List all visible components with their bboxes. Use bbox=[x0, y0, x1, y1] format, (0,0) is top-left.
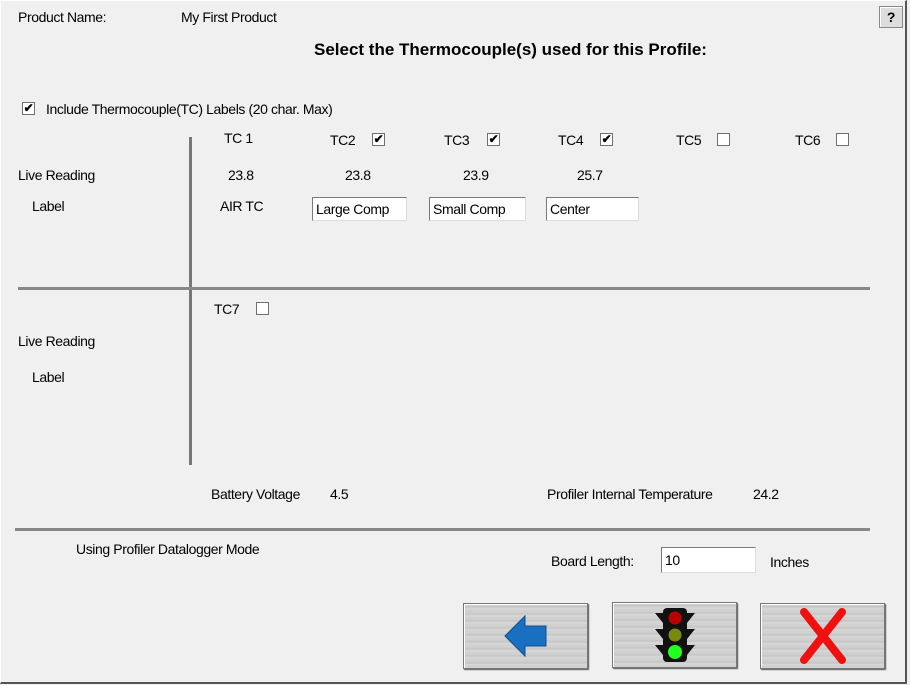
live-reading-label: Live Reading bbox=[18, 167, 95, 183]
include-labels-label: Include Thermocouple(TC) Labels (20 char… bbox=[46, 101, 333, 117]
tc3-reading: 23.9 bbox=[463, 167, 489, 183]
include-labels-checkbox[interactable]: ✔ bbox=[22, 101, 35, 115]
divider bbox=[18, 287, 870, 290]
tc2-checkbox[interactable]: ✔ bbox=[372, 132, 385, 146]
divider bbox=[189, 290, 192, 465]
board-length-input[interactable] bbox=[661, 547, 756, 573]
tc7-name: TC7 bbox=[214, 301, 240, 317]
battery-voltage-label: Battery Voltage bbox=[211, 486, 300, 502]
cancel-button[interactable] bbox=[760, 603, 885, 669]
divider bbox=[15, 528, 870, 531]
tc7-checkbox[interactable] bbox=[256, 302, 269, 315]
tc4-reading: 25.7 bbox=[577, 167, 603, 183]
tc1-reading: 23.8 bbox=[228, 167, 254, 183]
tc1-label: AIR TC bbox=[220, 198, 264, 214]
internal-temp-value: 24.2 bbox=[753, 486, 779, 502]
tc4-name: TC4 bbox=[558, 132, 584, 148]
tc3-checkbox[interactable]: ✔ bbox=[487, 132, 500, 146]
tc6-name: TC6 bbox=[795, 132, 821, 148]
label-row-label: Label bbox=[32, 198, 65, 214]
tc4-checkbox[interactable]: ✔ bbox=[600, 132, 613, 146]
traffic-light-icon bbox=[654, 608, 695, 662]
back-button[interactable] bbox=[463, 603, 588, 669]
board-length-label: Board Length: bbox=[551, 553, 634, 569]
tc2-name: TC2 bbox=[330, 132, 356, 148]
help-button[interactable]: ? bbox=[879, 6, 903, 28]
tc1-name: TC 1 bbox=[224, 130, 253, 146]
product-name-label: Product Name: bbox=[18, 9, 107, 25]
divider bbox=[189, 137, 192, 287]
product-name-value: My First Product bbox=[181, 9, 277, 25]
live-reading-label: Live Reading bbox=[18, 333, 95, 349]
tc2-label-input[interactable] bbox=[312, 197, 407, 221]
tc3-name: TC3 bbox=[444, 132, 470, 148]
red-x-icon bbox=[799, 608, 846, 664]
tc3-label-input[interactable] bbox=[429, 197, 526, 221]
page-title: Select the Thermocouple(s) used for this… bbox=[314, 40, 707, 59]
tc5-name: TC5 bbox=[676, 132, 702, 148]
mode-text: Using Profiler Datalogger Mode bbox=[76, 541, 260, 557]
start-button[interactable] bbox=[612, 602, 737, 668]
back-arrow-icon bbox=[503, 614, 546, 658]
tc4-label-input[interactable] bbox=[546, 197, 639, 221]
label-row-label: Label bbox=[32, 369, 65, 385]
board-length-unit: Inches bbox=[770, 554, 809, 570]
tc2-reading: 23.8 bbox=[345, 167, 371, 183]
tc6-checkbox[interactable] bbox=[836, 133, 849, 146]
tc5-checkbox[interactable] bbox=[717, 133, 730, 146]
battery-voltage-value: 4.5 bbox=[330, 486, 349, 502]
internal-temp-label: Profiler Internal Temperature bbox=[547, 486, 713, 502]
